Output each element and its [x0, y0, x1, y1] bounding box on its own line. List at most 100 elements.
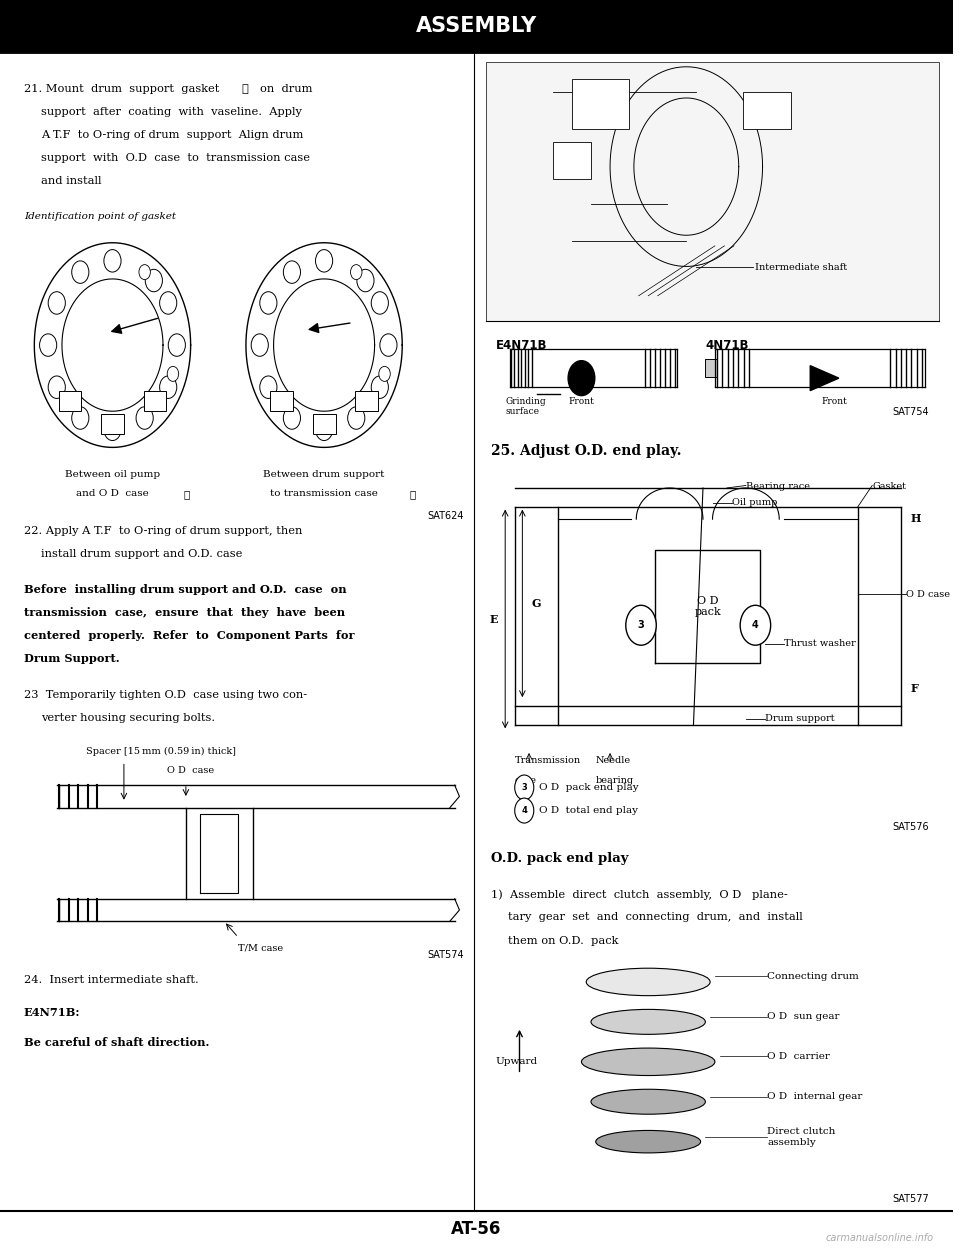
Text: Oil pump: Oil pump: [732, 498, 777, 507]
Circle shape: [139, 265, 151, 280]
Text: 3: 3: [521, 782, 527, 792]
Bar: [59, 391, 82, 411]
Text: O D  sun gear: O D sun gear: [767, 1012, 840, 1021]
Text: support  with  O.D  case  to  transmission case: support with O.D case to transmission ca…: [41, 154, 310, 163]
Text: 4N71B: 4N71B: [706, 339, 749, 352]
Text: Connecting drum: Connecting drum: [767, 972, 859, 981]
Circle shape: [159, 376, 177, 398]
Text: verter housing securing bolts.: verter housing securing bolts.: [41, 714, 215, 724]
Text: O D
pack: O D pack: [694, 595, 721, 618]
Text: T/M case: T/M case: [238, 943, 283, 952]
Bar: [706, 359, 717, 377]
Text: Transmission: Transmission: [515, 756, 581, 765]
Text: Spacer [15 mm (0.59 in) thick]: Spacer [15 mm (0.59 in) thick]: [85, 746, 236, 755]
Text: O D case: O D case: [905, 589, 949, 599]
Bar: [101, 414, 124, 434]
Circle shape: [740, 605, 771, 645]
Text: carmanualsonline.info: carmanualsonline.info: [826, 1233, 934, 1243]
Circle shape: [568, 361, 595, 396]
Text: Intermediate shaft: Intermediate shaft: [755, 262, 847, 272]
Text: Between drum support: Between drum support: [263, 470, 385, 479]
Circle shape: [357, 270, 374, 292]
Circle shape: [316, 250, 333, 272]
Text: AT-56: AT-56: [451, 1221, 502, 1238]
Ellipse shape: [591, 1010, 706, 1035]
Text: support  after  coating  with  vaseline.  Apply: support after coating with vaseline. App…: [41, 107, 301, 117]
Polygon shape: [810, 366, 839, 391]
Text: O D  internal gear: O D internal gear: [767, 1092, 863, 1101]
Text: Drum support: Drum support: [765, 714, 834, 724]
Text: Ⓐ: Ⓐ: [410, 489, 416, 499]
Text: Direct clutch
assembly: Direct clutch assembly: [767, 1127, 836, 1147]
Circle shape: [283, 407, 300, 429]
Circle shape: [72, 407, 89, 429]
Circle shape: [145, 270, 162, 292]
Circle shape: [167, 367, 179, 382]
Bar: [270, 391, 293, 411]
Text: SAT577: SAT577: [893, 1194, 929, 1204]
Circle shape: [348, 407, 365, 429]
Text: O D  total end play: O D total end play: [539, 806, 637, 815]
Circle shape: [252, 334, 269, 357]
Circle shape: [136, 407, 154, 429]
Text: Identification point of gasket: Identification point of gasket: [24, 212, 176, 221]
Ellipse shape: [587, 968, 710, 996]
Text: case: case: [515, 776, 537, 785]
Text: 25. Adjust O.D. end play.: 25. Adjust O.D. end play.: [491, 444, 682, 458]
Text: A T.F  to O-ring of drum  support  Align drum: A T.F to O-ring of drum support Align dr…: [41, 130, 303, 140]
Text: Upward: Upward: [495, 1057, 538, 1066]
Circle shape: [379, 367, 391, 382]
Bar: [743, 91, 791, 129]
Text: them on O.D.  pack: them on O.D. pack: [508, 936, 618, 946]
Circle shape: [39, 334, 57, 357]
Text: and O D  case: and O D case: [76, 489, 149, 498]
Bar: [572, 79, 629, 129]
Text: 21. Mount  drum  support  gasket: 21. Mount drum support gasket: [24, 84, 219, 94]
Bar: [553, 141, 591, 178]
Text: tary  gear  set  and  connecting  drum,  and  install: tary gear set and connecting drum, and i…: [508, 912, 803, 922]
Circle shape: [260, 376, 276, 398]
Text: Between oil pump: Between oil pump: [65, 470, 160, 479]
Text: E4N71B:: E4N71B:: [24, 1007, 81, 1018]
Ellipse shape: [591, 1090, 706, 1114]
Text: G: G: [532, 598, 541, 609]
Text: Bearing race: Bearing race: [746, 482, 810, 490]
Text: Needle: Needle: [596, 756, 631, 765]
Ellipse shape: [596, 1131, 701, 1153]
Circle shape: [104, 250, 121, 272]
Text: bearing: bearing: [596, 776, 634, 785]
Text: 22. Apply A T.F  to O-ring of drum support, then: 22. Apply A T.F to O-ring of drum suppor…: [24, 527, 302, 537]
Text: and install: and install: [41, 176, 102, 186]
Circle shape: [283, 261, 300, 283]
Text: O.D. pack end play: O.D. pack end play: [491, 852, 629, 865]
Text: SAT576: SAT576: [893, 822, 929, 832]
Circle shape: [372, 292, 389, 314]
Text: centered  properly.  Refer  to  Component Parts  for: centered properly. Refer to Component Pa…: [24, 630, 354, 641]
Text: 1)  Assemble  direct  clutch  assembly,  O D   plane-: 1) Assemble direct clutch assembly, O D …: [491, 890, 787, 900]
Text: Thrust washer: Thrust washer: [784, 639, 855, 649]
Text: Grinding
surface: Grinding surface: [505, 397, 546, 417]
Text: SAT574: SAT574: [427, 950, 465, 960]
Text: H: H: [910, 513, 921, 524]
Text: 3: 3: [637, 620, 644, 630]
Text: Ⓑ: Ⓑ: [184, 489, 190, 499]
Text: Front: Front: [568, 397, 594, 406]
Text: E4N71B: E4N71B: [495, 339, 547, 352]
Text: SAT624: SAT624: [428, 512, 465, 522]
Circle shape: [372, 376, 389, 398]
Text: to transmission case: to transmission case: [270, 489, 378, 498]
Circle shape: [316, 418, 333, 441]
Circle shape: [515, 775, 534, 800]
Circle shape: [515, 799, 534, 824]
Text: 4: 4: [521, 806, 527, 815]
Bar: [355, 391, 378, 411]
Circle shape: [626, 605, 657, 645]
Text: Be careful of shaft direction.: Be careful of shaft direction.: [24, 1037, 209, 1048]
Bar: [143, 391, 166, 411]
Text: on  drum: on drum: [260, 84, 313, 94]
Circle shape: [168, 334, 185, 357]
Text: 24.  Insert intermediate shaft.: 24. Insert intermediate shaft.: [24, 975, 199, 985]
Bar: [0, 0, 953, 52]
Circle shape: [350, 265, 362, 280]
Text: Front: Front: [821, 397, 847, 406]
